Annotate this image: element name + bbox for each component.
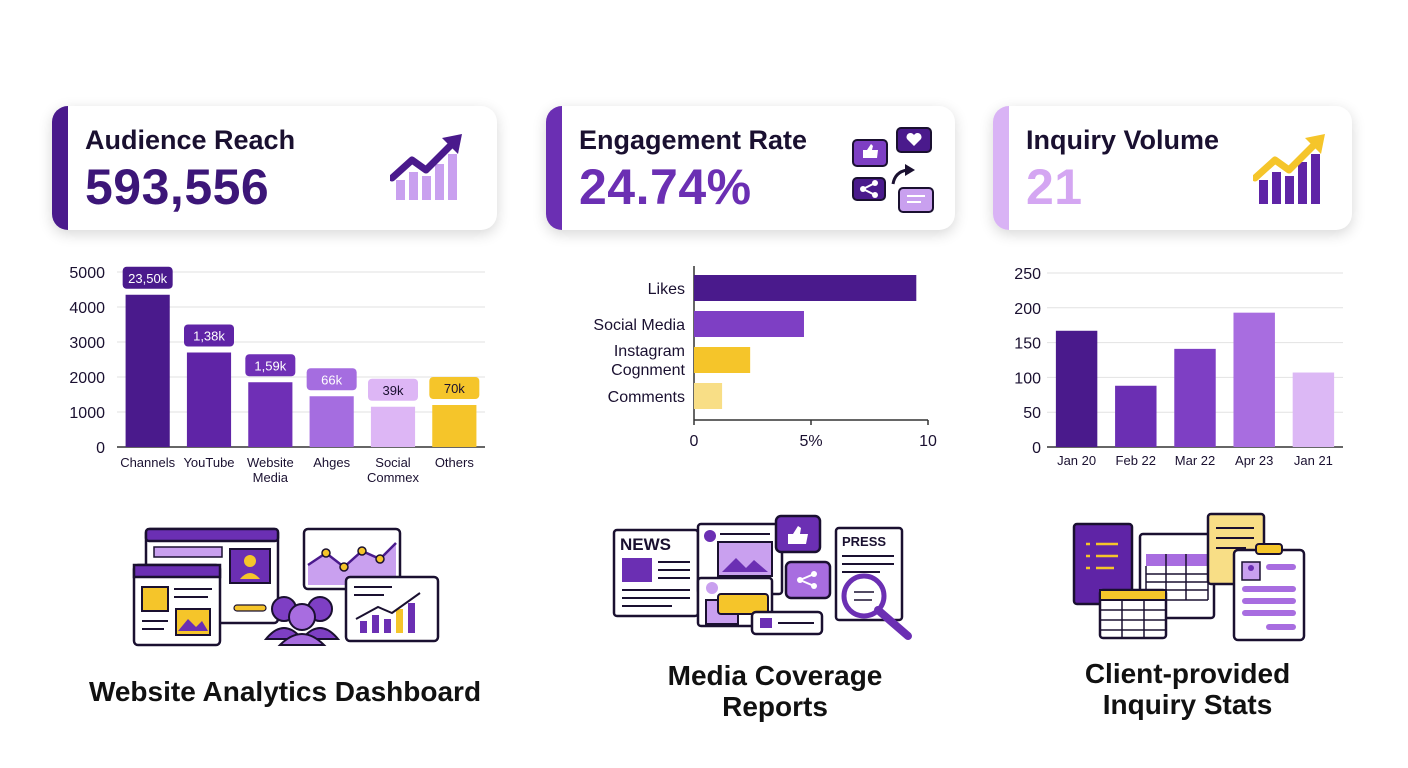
x-tick-label: Jan 21 bbox=[1294, 453, 1333, 468]
y-tick-label: Likes bbox=[648, 281, 685, 298]
bar bbox=[694, 383, 723, 409]
data-label-tag bbox=[368, 378, 418, 401]
inquiry-monthly-bar-chart: 250 200 150 100 50 0 Jan 20 Feb 22 Mar 22 Apr 23 J… bbox=[1014, 266, 1343, 468]
data-label: 23,50k bbox=[128, 271, 168, 286]
card-value: 593,556 bbox=[85, 159, 270, 215]
bar bbox=[125, 294, 170, 447]
x-tick-label: 10 bbox=[919, 433, 937, 450]
x-tick-label: Mar 22 bbox=[1175, 453, 1215, 468]
data-label-tag bbox=[429, 377, 480, 399]
y-tick-label: Comments bbox=[608, 389, 685, 406]
x-tick-label: Website Media bbox=[247, 455, 294, 485]
card-accent-bar bbox=[546, 106, 562, 230]
bar bbox=[248, 382, 293, 447]
inquiry-volume-card: Inquiry Volume 21 bbox=[993, 106, 1352, 230]
caption-line: Website Analytics Dashboard bbox=[88, 676, 482, 707]
client-inquiry-caption: Client-provided Inquiry Stats bbox=[1035, 658, 1340, 720]
caption-line: Media Coverage bbox=[667, 660, 883, 691]
engagement-breakdown-bar-chart: Likes Social Media Instagram Cognment Commen… bbox=[593, 266, 937, 450]
y-tick-label: 250 bbox=[1014, 266, 1041, 283]
engagement-rate-card: Engagement Rate 24.74% bbox=[546, 106, 955, 230]
data-label: 1,38k bbox=[193, 329, 225, 344]
data-label-tag bbox=[306, 368, 357, 391]
website-analytics-dashboard-illustration bbox=[132, 527, 440, 647]
card-title: Audience Reach bbox=[85, 125, 296, 155]
x-tick-label: Feb 22 bbox=[1116, 453, 1156, 468]
card-accent-bar bbox=[52, 106, 68, 230]
bar bbox=[186, 352, 232, 447]
bar bbox=[1174, 348, 1216, 447]
media-coverage-caption: Media Coverage Reports bbox=[600, 660, 950, 722]
website-analytics-caption: Website Analytics Dashboard bbox=[60, 676, 510, 707]
y-tick-label: 50 bbox=[1023, 405, 1041, 422]
bar bbox=[1292, 372, 1335, 447]
bar bbox=[694, 347, 751, 373]
y-tick-label: 5000 bbox=[69, 265, 105, 282]
x-tick-label: Social Commex bbox=[367, 455, 420, 485]
y-tick-label: 0 bbox=[96, 440, 105, 457]
card-value: 24.74% bbox=[579, 159, 752, 215]
x-tick-label: YouTube bbox=[183, 455, 234, 470]
y-tick-label: 2000 bbox=[69, 370, 105, 387]
audience-reach-card: Audience Reach 593,556 bbox=[52, 106, 497, 230]
data-label-tag bbox=[122, 266, 173, 289]
card-title: Inquiry Volume bbox=[1026, 125, 1220, 155]
data-label: 39k bbox=[383, 383, 404, 398]
y-tick-label: 0 bbox=[1032, 440, 1041, 457]
y-tick-label: 4000 bbox=[69, 300, 105, 317]
x-tick-label: Ahges bbox=[313, 455, 350, 470]
data-label-tag bbox=[184, 324, 234, 347]
y-tick-label: 100 bbox=[1014, 370, 1041, 387]
x-tick-label: Jan 20 bbox=[1057, 453, 1096, 468]
bar bbox=[432, 405, 477, 447]
trending-bars-icon bbox=[390, 134, 462, 200]
data-label: 1,59k bbox=[254, 358, 286, 373]
bar bbox=[1115, 385, 1157, 447]
trending-bars-yellow-icon bbox=[1253, 134, 1325, 204]
client-inquiry-stats-illustration bbox=[1072, 512, 1306, 642]
card-accent-bar bbox=[993, 106, 1009, 230]
bar bbox=[694, 311, 804, 337]
y-tick-label: 150 bbox=[1014, 336, 1041, 353]
y-tick-label: 3000 bbox=[69, 335, 105, 352]
y-tick-label: 1000 bbox=[69, 405, 105, 422]
bar bbox=[309, 396, 354, 447]
y-tick-label: Social Media bbox=[593, 317, 685, 334]
x-tick-label: Channels bbox=[120, 455, 175, 470]
bar bbox=[694, 275, 917, 301]
x-tick-label: 0 bbox=[690, 433, 699, 450]
media-coverage-reports-illustration: NEWS PRESS bbox=[612, 514, 912, 640]
card-title: Engagement Rate bbox=[579, 125, 808, 155]
social-engagement-icon bbox=[852, 127, 934, 213]
caption-line: Reports bbox=[722, 691, 828, 722]
x-tick-label: Others bbox=[435, 455, 475, 470]
audience-channels-bar-chart: 5000 4000 3000 2000 1000 0 23,50k Channels 1,38k… bbox=[69, 265, 485, 485]
y-tick-label: Instagram Cognment bbox=[611, 343, 685, 379]
bar bbox=[1055, 330, 1098, 447]
caption-line: Client-provided bbox=[1084, 658, 1291, 689]
news-label: NEWS bbox=[620, 535, 671, 554]
data-label: 70k bbox=[444, 381, 465, 396]
x-tick-label: Apr 23 bbox=[1235, 453, 1273, 468]
y-tick-label: 200 bbox=[1014, 301, 1041, 318]
data-label: 66k bbox=[321, 372, 342, 387]
press-label: PRESS bbox=[842, 534, 886, 549]
data-label-tag bbox=[245, 354, 296, 377]
card-value: 21 bbox=[1026, 159, 1083, 215]
x-tick-label: 5% bbox=[799, 433, 822, 450]
bar bbox=[370, 406, 416, 447]
caption-line: Inquiry Stats bbox=[1102, 689, 1273, 720]
bar bbox=[1233, 312, 1275, 447]
